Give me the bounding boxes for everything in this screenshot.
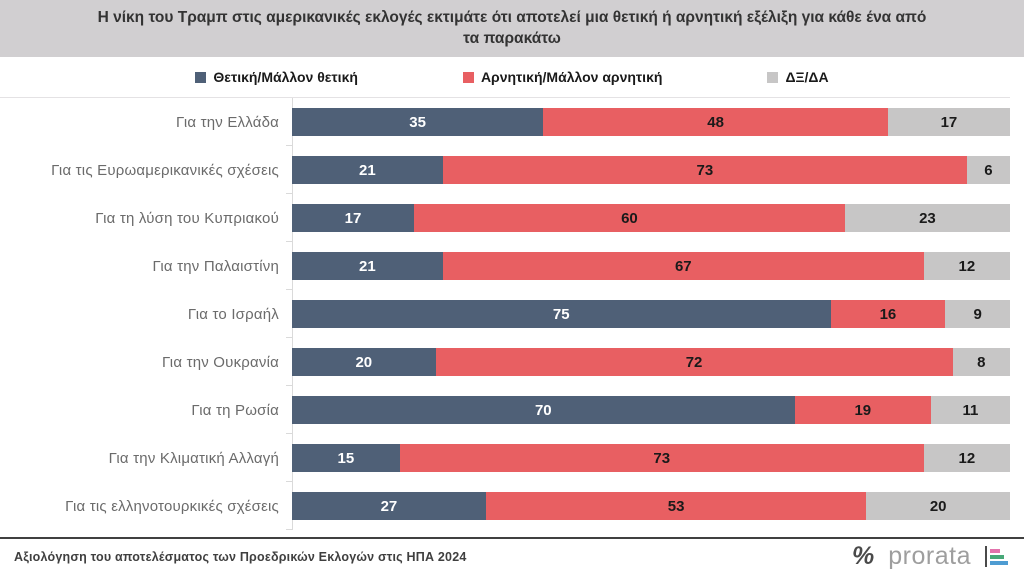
category-label: Για την Παλαιστίνη: [152, 257, 279, 275]
bar-segment: 23: [844, 204, 1010, 232]
bar-segment: 67: [442, 252, 924, 280]
bar-segment: 73: [399, 444, 924, 472]
bar-row: Για τη λύση του Κυπριακού 17 60 23: [0, 194, 1010, 242]
bar-track: 20 72 8: [286, 348, 1010, 386]
bar-segment: 60: [414, 204, 845, 232]
category-label: Για τη Ρωσία: [191, 401, 279, 419]
bar-segment: 21: [292, 156, 443, 184]
legend-label: ΔΞ/ΔΑ: [785, 69, 829, 85]
bar-segment: 48: [543, 108, 888, 136]
source-note: Αξιολόγηση του αποτελέσματος των Προεδρι…: [14, 549, 467, 564]
bar-track: 27 53 20: [286, 492, 1010, 530]
category-label: Για τις ελληνοτουρκικές σχέσεις: [65, 497, 279, 515]
bar-segment: 19: [794, 396, 931, 424]
bar-track: 21 67 12: [286, 252, 1010, 290]
chart-title: Η νίκη του Τραμπ στις αμερικανικές εκλογ…: [97, 8, 927, 47]
bar-segment: 15: [292, 444, 400, 472]
bar-row: Για την Ελλάδα 35 48 17: [0, 98, 1010, 146]
bar-segment: 11: [931, 396, 1010, 424]
bar-track: 35 48 17: [286, 108, 1010, 146]
legend-item: Θετική/Μάλλον θετική: [195, 69, 358, 85]
bar-segment: 17: [292, 204, 415, 232]
bar-segment: 16: [830, 300, 946, 328]
bar-segment: 70: [292, 396, 795, 424]
legend: Θετική/Μάλλον θετική Αρνητική/Μάλλον αρνη…: [0, 57, 1024, 97]
category-label: Για την Ουκρανία: [161, 353, 279, 371]
bar-segment: 73: [442, 156, 967, 184]
footer: Αξιολόγηση του αποτελέσματος των Προεδρι…: [0, 537, 1024, 574]
bar-segment: 20: [292, 348, 436, 376]
bar-row: Για τη Ρωσία 70 19 11: [0, 386, 1010, 434]
bar-row: Για τις Ευρωαμερικανικές σχέσεις 21 73 6: [0, 146, 1010, 194]
bar-segment: 75: [292, 300, 831, 328]
category-label: Για το Ισραήλ: [187, 305, 279, 323]
legend-swatch: [462, 71, 474, 83]
legend-label: Αρνητική/Μάλλον αρνητική: [480, 69, 663, 85]
bar-chart-icon: [985, 546, 1008, 567]
chart-title-bar: Η νίκη του Τραμπ στις αμερικανικές εκλογ…: [0, 0, 1024, 57]
bar-segment: 20: [866, 492, 1010, 520]
bar-row: Για την Κλιματική Αλλαγή 15 73 12: [0, 434, 1010, 482]
bar-segment: 53: [485, 492, 867, 520]
bar-segment: 17: [887, 108, 1010, 136]
bar-row: Για την Ουκρανία 20 72 8: [0, 338, 1010, 386]
bar-row: Για το Ισραήλ 75 16 9: [0, 290, 1010, 338]
logo-wordmark: prorata: [888, 542, 971, 570]
bar-segment: 21: [292, 252, 443, 280]
bar-segment: 8: [952, 348, 1010, 376]
bar-track: 15 73 12: [286, 444, 1010, 482]
legend-label: Θετική/Μάλλον θετική: [213, 69, 358, 85]
bar-row: Για την Παλαιστίνη 21 67 12: [0, 242, 1010, 290]
bar-segment: 35: [292, 108, 544, 136]
category-label: Για τις Ευρωαμερικανικές σχέσεις: [51, 161, 279, 179]
bar-segment: 12: [923, 252, 1010, 280]
bar-segment: 72: [435, 348, 953, 376]
legend-item: Αρνητική/Μάλλον αρνητική: [462, 69, 663, 85]
bar-track: 70 19 11: [286, 396, 1010, 434]
bar-segment: 9: [945, 300, 1010, 328]
legend-swatch: [195, 71, 207, 83]
bar-row: Για τις ελληνοτουρκικές σχέσεις 27 53 20: [0, 482, 1010, 530]
bar-segment: 27: [292, 492, 486, 520]
bar-track: 17 60 23: [286, 204, 1010, 242]
legend-swatch: [767, 71, 779, 83]
category-label: Για τη λύση του Κυπριακού: [95, 209, 279, 227]
legend-item: ΔΞ/ΔΑ: [767, 69, 829, 85]
bar-segment: 12: [923, 444, 1010, 472]
plot: Για την Ελλάδα 35 48 17 Για τις Ευρωαμερικαν…: [0, 97, 1010, 530]
percent-icon: %: [852, 542, 875, 570]
prorata-logo: % prorata: [852, 542, 1008, 571]
category-label: Για την Κλιματική Αλλαγή: [108, 449, 279, 467]
bar-segment: 6: [966, 156, 1010, 184]
bar-track: 21 73 6: [286, 156, 1010, 194]
bar-track: 75 16 9: [286, 300, 1010, 338]
category-label: Για την Ελλάδα: [176, 113, 279, 131]
